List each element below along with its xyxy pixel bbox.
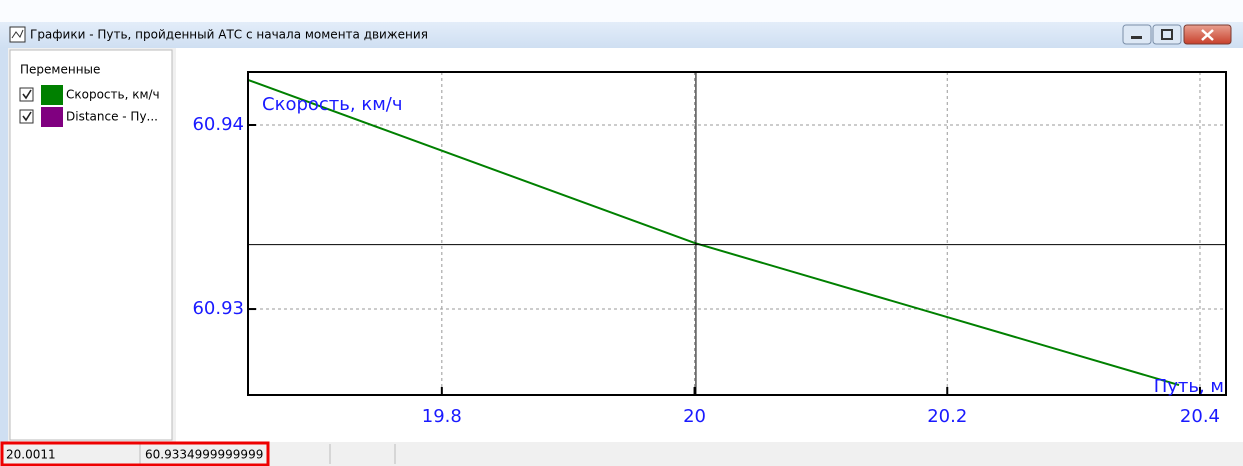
desktop-strip xyxy=(0,0,1243,22)
status-bar xyxy=(0,442,1243,466)
check-mark xyxy=(22,89,32,100)
y-axis-label: Скорость, км/ч xyxy=(262,94,402,115)
window-border xyxy=(0,48,8,442)
status-x: 20.0011 xyxy=(6,448,56,462)
data-line xyxy=(247,78,1180,387)
variable-name: Скорость, км/ч xyxy=(66,88,160,102)
title-bar xyxy=(0,22,1243,48)
minimize-icon xyxy=(1131,36,1142,39)
panel-title: Переменные xyxy=(20,63,100,77)
variable-name: Distance - Пу... xyxy=(66,110,158,124)
check-mark xyxy=(22,111,32,122)
x-axis-label: Путь, м xyxy=(1154,376,1224,397)
minimize-button[interactable] xyxy=(1122,24,1152,45)
status-y: 60.9334999999999 xyxy=(145,448,263,462)
color-swatch xyxy=(41,85,63,105)
checkbox[interactable] xyxy=(19,87,34,102)
x-tick-label: 20.2 xyxy=(927,406,967,427)
maximize-icon xyxy=(1161,29,1173,40)
highlight-box xyxy=(0,441,270,466)
variables-panel xyxy=(9,49,173,441)
y-tick-label: 60.93 xyxy=(192,298,244,319)
x-tick-label: 20.4 xyxy=(1180,406,1220,427)
x-tick-label: 19.8 xyxy=(422,406,462,427)
color-swatch xyxy=(41,107,63,127)
checkbox[interactable] xyxy=(19,109,34,124)
plot-frame xyxy=(247,71,1227,396)
maximize-button[interactable] xyxy=(1152,24,1182,45)
y-tick-label: 60.94 xyxy=(192,114,244,135)
close-icon xyxy=(1201,29,1214,41)
window-icon xyxy=(9,26,26,43)
x-tick-label: 20 xyxy=(683,406,706,427)
window-title: Графики - Путь, пройденный АТС с начала … xyxy=(30,28,428,42)
